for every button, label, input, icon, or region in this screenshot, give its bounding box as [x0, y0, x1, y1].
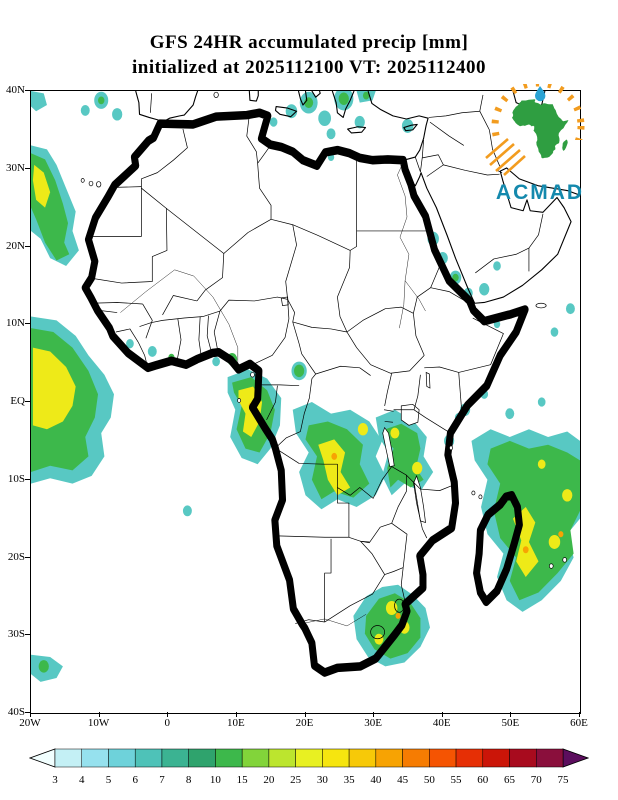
x-axis-tick — [235, 712, 237, 717]
coastline-layer — [81, 91, 580, 673]
acmad-logo-graphic — [485, 84, 585, 176]
x-axis-tick — [30, 712, 31, 717]
y-axis-label: 10S — [7, 472, 25, 485]
x-axis-tick — [167, 712, 169, 717]
colorbar-segment — [429, 748, 457, 768]
y-axis-tick — [25, 712, 30, 713]
colorbar-right-arrow — [562, 748, 589, 768]
y-axis-label: 20N — [6, 239, 25, 252]
colorbar-legend: 3 4 5 6 7 8 10 15 20 25 30 35 40 45 50 55 60 65 70 75 — [29, 748, 589, 786]
colorbar-value-label: 6 — [132, 774, 138, 786]
colorbar-segment — [295, 748, 323, 768]
colorbar-value-label: 10 — [210, 774, 222, 786]
y-axis-label: 10N — [6, 317, 25, 330]
acmad-logo: ACMAD — [478, 84, 602, 205]
colorbar-value-label: 45 — [397, 774, 409, 786]
x-axis-tick — [441, 712, 443, 717]
rivers-layer — [120, 163, 425, 626]
sun-stripes-icon — [485, 138, 526, 176]
colorbar-segment — [375, 748, 403, 768]
x-axis-tick — [510, 712, 512, 717]
colorbar-segment — [108, 748, 136, 768]
chart-subtitle: initialized at 2025112100 VT: 2025112400 — [132, 57, 486, 78]
colorbar-segment — [268, 748, 296, 768]
colorbar-segment — [509, 748, 537, 768]
colorbar-segment — [54, 748, 82, 768]
madagascar-silhouette-icon — [562, 139, 568, 151]
map-frame — [30, 90, 581, 714]
colorbar-segment — [134, 748, 163, 768]
colorbar-value-label: 55 — [451, 774, 463, 786]
colorbar-value-label: 50 — [424, 774, 436, 786]
colorbar-segment — [402, 748, 430, 768]
x-axis-label: 20E — [295, 717, 314, 729]
colorbar-value-label: 4 — [79, 774, 85, 786]
colorbar-segment — [536, 748, 564, 768]
y-axis-label: 40N — [6, 84, 25, 96]
colorbar-segment — [241, 748, 270, 768]
x-axis-tick — [373, 712, 375, 717]
y-axis-tick — [25, 634, 30, 636]
colorbar-segment — [455, 748, 484, 768]
colorbar-segment — [348, 748, 377, 768]
x-axis-label: 60E — [570, 717, 588, 729]
africa-precip-map — [31, 91, 580, 682]
y-axis-label: 30N — [6, 161, 25, 174]
x-axis-label: 10W — [87, 717, 110, 729]
sun-rays-icon — [491, 84, 585, 140]
colorbar-segment — [482, 748, 510, 768]
colorbar-value-label: 35 — [344, 774, 356, 786]
y-axis-label: 20S — [7, 550, 25, 563]
x-axis-label: 10E — [227, 717, 245, 729]
x-axis-label: 50E — [501, 717, 520, 729]
x-axis-label: 30E — [364, 717, 382, 729]
colorbar-segment — [215, 748, 243, 768]
y-axis-tick — [25, 167, 30, 169]
colorbar-value-label: 40 — [370, 774, 382, 786]
colorbar-value-label: 65 — [504, 774, 516, 786]
colorbar-value-label: 25 — [290, 774, 302, 786]
colorbar-segment — [81, 748, 109, 768]
colorbar-value-label: 20 — [263, 774, 275, 786]
colorbar-left-arrow — [29, 748, 56, 768]
y-axis-tick — [25, 556, 30, 558]
colorbar-segment — [188, 748, 216, 768]
y-axis-label: EQ — [10, 395, 25, 407]
y-axis-tick — [25, 323, 30, 325]
colorbar-value-label: 75 — [558, 774, 570, 786]
x-axis-label: 20W — [19, 717, 41, 729]
colorbar-segment — [322, 748, 350, 768]
africa-silhouette-icon — [511, 99, 569, 159]
y-axis-label: 40S — [7, 706, 25, 718]
y-axis-tick — [25, 478, 30, 480]
eswatini-border — [395, 599, 405, 612]
x-axis-label: 0 — [164, 717, 171, 729]
water-drop-icon — [535, 86, 546, 102]
colorbar-segment — [161, 748, 189, 768]
x-axis-tick — [579, 712, 580, 717]
colorbar-value-label: 30 — [317, 774, 329, 786]
y-axis-tick — [25, 90, 30, 91]
country-borders-layer — [90, 93, 543, 638]
colorbar-value-label: 7 — [159, 774, 165, 786]
colorbar-value-label: 8 — [186, 774, 192, 786]
y-axis-tick — [25, 245, 30, 247]
colorbar-value-label: 70 — [531, 774, 543, 786]
colorbar-value-label: 3 — [52, 774, 58, 786]
colorbar-value-label: 15 — [237, 774, 249, 786]
x-axis-tick — [304, 712, 306, 717]
colorbar-value-label: 60 — [477, 774, 489, 786]
precip-shading-layer — [31, 91, 580, 682]
africa-coastline — [85, 113, 525, 673]
y-axis-tick — [25, 401, 30, 402]
acmad-logo-text: ACMAD — [495, 181, 585, 204]
colorbar-value-label: 5 — [106, 774, 112, 786]
lesotho-border — [371, 626, 385, 639]
chart-title: GFS 24HR accumulated precip [mm] — [149, 32, 469, 53]
x-axis-label: 40E — [432, 717, 451, 729]
y-axis-label: 30S — [7, 628, 25, 641]
x-axis-tick — [98, 712, 100, 717]
